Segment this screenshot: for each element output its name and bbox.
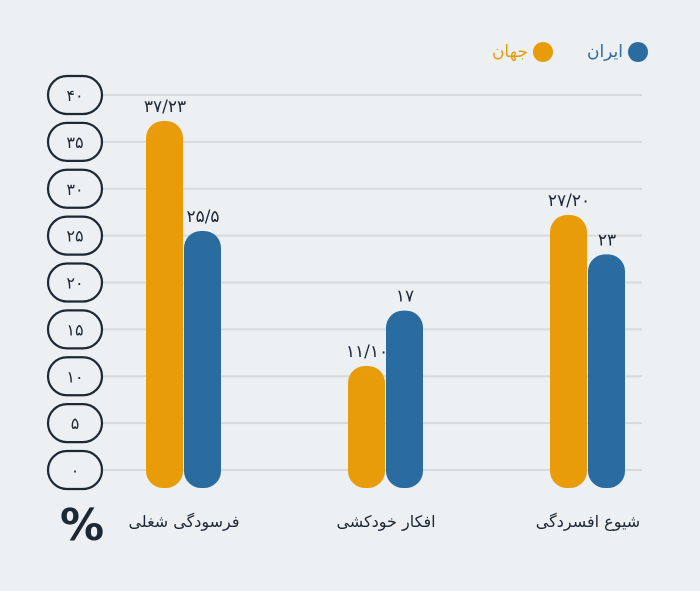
y-tick-pill — [46, 74, 104, 116]
y-tick-pill — [46, 449, 104, 491]
bar — [588, 254, 625, 488]
legend-item-world: جهان — [492, 42, 553, 62]
bar — [386, 310, 423, 488]
legend-item-iran: ایران — [587, 42, 648, 62]
y-tick-label: ۰ — [71, 461, 80, 480]
legend-label-iran: ایران — [586, 42, 623, 62]
data-label: ۲۷/۲۰ — [548, 191, 590, 211]
y-tick-pill — [46, 356, 104, 397]
bar — [146, 120, 183, 488]
bar — [348, 365, 385, 488]
data-label: ۲۳ — [598, 230, 616, 250]
y-axis-unit: % — [60, 500, 105, 551]
y-tick-label: ۳۰ — [66, 180, 83, 199]
y-tick-pill — [46, 121, 104, 162]
legend: ایران جهان — [492, 42, 648, 62]
y-tick-label: ۲۵ — [66, 227, 83, 246]
data-label: ۲۵/۵ — [186, 207, 219, 227]
bar — [184, 230, 221, 488]
y-tick-label: ۲۰ — [66, 274, 83, 293]
y-tick-label: ۱۰ — [66, 367, 83, 386]
y-tick-label: ۴۰ — [66, 86, 83, 105]
y-tick-label: ۳۵ — [66, 133, 83, 152]
category-label: شیوع افسردگی — [536, 512, 640, 532]
bar — [550, 215, 587, 488]
y-tick-pill — [46, 309, 104, 350]
category-label: افکار خودکشی — [336, 512, 435, 532]
y-tick-pill — [46, 403, 104, 444]
legend-swatch-world — [532, 42, 553, 62]
data-label: ۱۱/۱۰ — [346, 342, 388, 362]
y-tick-label: ۱۵ — [66, 320, 83, 339]
y-tick-label: ۵ — [71, 414, 80, 433]
y-tick-pill — [46, 262, 104, 303]
category-label: فرسودگی شغلی — [128, 512, 239, 532]
y-tick-pill — [46, 168, 104, 209]
y-tick-pill — [46, 215, 104, 256]
legend-swatch-iran — [628, 42, 648, 62]
legend-label-world: جهان — [491, 42, 528, 62]
data-label: ۳۷/۲۳ — [144, 97, 186, 117]
data-label: ۱۷ — [396, 287, 414, 307]
